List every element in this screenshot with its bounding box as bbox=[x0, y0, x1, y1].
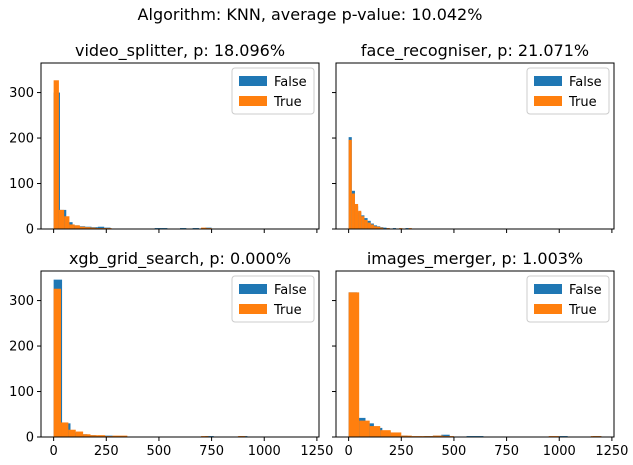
histogram-bar bbox=[351, 193, 355, 229]
axes-frame bbox=[335, 62, 615, 230]
histogram-bar bbox=[112, 435, 120, 437]
y-tick-label: 300 bbox=[9, 294, 34, 309]
y-tick-label: 100 bbox=[9, 385, 34, 400]
x-tick-label: 1000 bbox=[248, 444, 281, 459]
histogram-bar bbox=[383, 227, 387, 229]
legend-label: False bbox=[274, 283, 307, 298]
x-tick-label: 1000 bbox=[543, 444, 576, 459]
histogram-bar bbox=[441, 434, 450, 437]
legend: False True bbox=[231, 67, 315, 115]
histogram-bar bbox=[358, 210, 362, 229]
histogram-bar bbox=[53, 288, 62, 437]
histogram-bar bbox=[390, 432, 402, 437]
histogram-bar bbox=[377, 226, 381, 229]
legend-swatch-false bbox=[239, 284, 267, 294]
x-tick-label: 250 bbox=[389, 444, 414, 459]
legend: False True bbox=[526, 275, 610, 323]
series-true bbox=[348, 139, 412, 229]
histogram-bar bbox=[364, 219, 368, 229]
subplot-title: face_recogniser, p: 21.071% bbox=[361, 41, 589, 61]
y-tick-label: 0 bbox=[26, 431, 34, 446]
subplot-4: images_merger, p: 1.003% 0 250 500 750 1000 12… bbox=[332, 249, 628, 459]
histogram-bar bbox=[69, 224, 75, 229]
histogram-bar bbox=[359, 420, 370, 437]
legend-swatch-false bbox=[534, 76, 562, 86]
histogram-bar bbox=[97, 226, 105, 229]
y-tick-label: 100 bbox=[9, 177, 34, 192]
histogram-bar bbox=[83, 434, 91, 437]
y-tick-label: 0 bbox=[26, 223, 34, 238]
subplot-title: images_merger, p: 1.003% bbox=[367, 249, 583, 269]
series-true bbox=[53, 80, 212, 229]
legend-swatch-true bbox=[534, 304, 562, 314]
subplot-title: video_splitter, p: 18.096% bbox=[75, 41, 285, 61]
histogram-bar bbox=[58, 209, 65, 229]
legend-swatch-true bbox=[239, 304, 267, 314]
legend-label: False bbox=[569, 75, 602, 90]
histogram-bar bbox=[432, 435, 444, 437]
subplot-2: face_recogniser, p: 21.071% False True bbox=[332, 41, 615, 233]
series-true bbox=[53, 288, 246, 437]
histogram-bar bbox=[370, 224, 374, 229]
axes-frame bbox=[40, 270, 320, 438]
legend: False True bbox=[231, 275, 315, 323]
legend-label: True bbox=[568, 303, 597, 318]
axes-frame bbox=[40, 62, 320, 230]
histogram-bar bbox=[348, 292, 360, 437]
legend-label: False bbox=[569, 283, 602, 298]
x-tick-label: 750 bbox=[199, 444, 224, 459]
y-tick-label: 300 bbox=[9, 86, 34, 101]
axes-frame bbox=[335, 270, 615, 438]
x-tick-label: 0 bbox=[49, 444, 57, 459]
y-tick-label: 200 bbox=[9, 132, 34, 147]
histogram-bar bbox=[367, 222, 371, 229]
histogram-bar bbox=[68, 429, 76, 437]
legend-label: True bbox=[273, 303, 302, 318]
histogram-bar bbox=[90, 227, 96, 229]
histogram-bar bbox=[75, 431, 84, 437]
x-tick-label: 250 bbox=[94, 444, 119, 459]
histogram-bar bbox=[348, 139, 352, 229]
legend-label: True bbox=[568, 95, 597, 110]
subplot-3: xgb_grid_search, p: 0.000%0 250 500 750 1000… bbox=[9, 249, 333, 459]
x-tick-label: 1250 bbox=[300, 444, 333, 459]
histogram-bar bbox=[354, 203, 359, 229]
histogram-bar bbox=[74, 225, 80, 229]
histogram-bar bbox=[201, 227, 207, 229]
legend-swatch-true bbox=[534, 96, 562, 106]
y-tick-label: 200 bbox=[9, 340, 34, 355]
legend-label: True bbox=[273, 95, 302, 110]
x-tick-label: 750 bbox=[494, 444, 519, 459]
histogram-bar bbox=[401, 435, 412, 437]
histogram-bar bbox=[380, 430, 391, 437]
x-tick-label: 1250 bbox=[595, 444, 628, 459]
histogram-bar bbox=[361, 216, 365, 229]
legend: False True bbox=[526, 67, 610, 115]
histogram-bar bbox=[380, 227, 384, 229]
histogram-bar bbox=[90, 435, 98, 437]
subplot-title: xgb_grid_search, p: 0.000% bbox=[69, 249, 291, 269]
histogram-bar bbox=[119, 435, 128, 437]
histogram-bar bbox=[64, 216, 70, 229]
histogram-bar bbox=[85, 227, 91, 229]
histogram-bar bbox=[97, 435, 106, 437]
histogram-bar bbox=[61, 422, 69, 437]
histogram-bar bbox=[53, 80, 59, 229]
subplot-1: video_splitter, p: 18.096% 0 100 200 300 Fals… bbox=[9, 41, 320, 238]
legend-swatch-true bbox=[239, 96, 267, 106]
x-tick-label: 0 bbox=[344, 444, 352, 459]
histogram-bar bbox=[373, 226, 378, 229]
legend-swatch-false bbox=[534, 284, 562, 294]
histogram-bar bbox=[369, 426, 381, 437]
series-false bbox=[53, 92, 212, 229]
histogram-bar bbox=[79, 226, 86, 229]
x-tick-label: 500 bbox=[442, 444, 467, 459]
series-false bbox=[53, 279, 248, 437]
legend-label: False bbox=[274, 75, 307, 90]
x-tick-label: 500 bbox=[147, 444, 172, 459]
figure-title: Algorithm: KNN, average p-value: 10.042% bbox=[138, 5, 483, 24]
legend-swatch-false bbox=[239, 76, 267, 86]
